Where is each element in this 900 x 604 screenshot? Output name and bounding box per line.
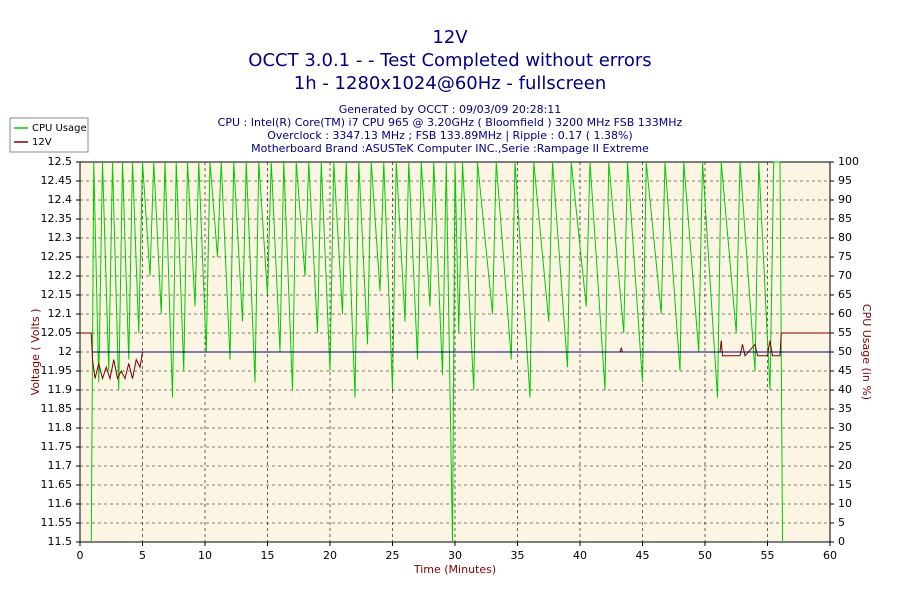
y-tick-label: 12.2 xyxy=(48,269,73,282)
x-tick-label: 15 xyxy=(261,549,275,562)
x-tick-label: 60 xyxy=(823,549,837,562)
y-tick-label: 12.45 xyxy=(41,174,73,187)
y-tick-label: 12.5 xyxy=(48,155,73,168)
x-tick-label: 45 xyxy=(636,549,650,562)
x-tick-label: 30 xyxy=(448,549,462,562)
y-tick-label: 11.6 xyxy=(48,497,73,510)
y-tick-label: 12.05 xyxy=(41,326,73,339)
y2-tick-label: 45 xyxy=(838,364,852,377)
x-tick-label: 55 xyxy=(761,549,775,562)
y2-tick-label: 25 xyxy=(838,440,852,453)
y-tick-label: 11.55 xyxy=(41,516,73,529)
x-tick-label: 20 xyxy=(323,549,337,562)
y2-tick-label: 95 xyxy=(838,174,852,187)
y-tick-label: 12.4 xyxy=(48,193,73,206)
legend-label: CPU Usage xyxy=(32,123,87,134)
y-tick-label: 12 xyxy=(58,345,72,358)
y-tick-label: 12.1 xyxy=(48,307,73,320)
y2-tick-label: 0 xyxy=(838,535,845,548)
y2-tick-label: 60 xyxy=(838,307,852,320)
y2-tick-label: 85 xyxy=(838,212,852,225)
y2-tick-label: 55 xyxy=(838,326,852,339)
x-tick-label: 40 xyxy=(573,549,587,562)
subtitle: CPU : Intel(R) Core(TM) i7 CPU 965 @ 3.2… xyxy=(218,116,683,129)
y-tick-label: 12.25 xyxy=(41,250,73,263)
subtitle: Motherboard Brand :ASUSTeK Computer INC.… xyxy=(251,142,649,155)
x-tick-label: 50 xyxy=(698,549,712,562)
y-tick-label: 11.8 xyxy=(48,421,73,434)
y2-tick-label: 40 xyxy=(838,383,852,396)
subtitle: Generated by OCCT : 09/03/09 20:28:11 xyxy=(339,103,562,116)
y-tick-label: 12.15 xyxy=(41,288,73,301)
y2-tick-label: 30 xyxy=(838,421,852,434)
x-axis-label: Time (Minutes) xyxy=(413,563,496,576)
y2-tick-label: 70 xyxy=(838,269,852,282)
y-tick-label: 11.5 xyxy=(48,535,73,548)
y-tick-label: 11.95 xyxy=(41,364,73,377)
y-tick-label: 11.7 xyxy=(48,459,73,472)
x-tick-label: 35 xyxy=(511,549,525,562)
y-tick-label: 11.75 xyxy=(41,440,73,453)
legend-label: 12V xyxy=(32,137,52,148)
y-axis-label: Voltage ( Volts ) xyxy=(29,309,42,396)
x-tick-label: 5 xyxy=(139,549,146,562)
y2-tick-label: 75 xyxy=(838,250,852,263)
chart-title: 1h - 1280x1024@60Hz - fullscreen xyxy=(294,73,606,94)
y2-axis-label: CPU Usage (in %) xyxy=(860,304,873,400)
y2-tick-label: 50 xyxy=(838,345,852,358)
subtitle: Overclock : 3347.13 MHz ; FSB 133.89MHz … xyxy=(267,129,632,142)
y2-tick-label: 15 xyxy=(838,478,852,491)
y2-tick-label: 100 xyxy=(838,155,859,168)
x-tick-label: 10 xyxy=(198,549,212,562)
y-tick-label: 12.35 xyxy=(41,212,73,225)
y2-tick-label: 5 xyxy=(838,516,845,529)
y2-tick-label: 80 xyxy=(838,231,852,244)
x-tick-label: 0 xyxy=(77,549,84,562)
y-tick-label: 11.9 xyxy=(48,383,73,396)
y2-tick-label: 20 xyxy=(838,459,852,472)
y2-tick-label: 90 xyxy=(838,193,852,206)
x-tick-label: 25 xyxy=(386,549,400,562)
y-tick-label: 11.85 xyxy=(41,402,73,415)
legend xyxy=(9,117,89,153)
y-tick-label: 11.65 xyxy=(41,478,73,491)
chart-title: 12V xyxy=(432,27,468,48)
y2-tick-label: 65 xyxy=(838,288,852,301)
series-line xyxy=(90,161,783,543)
chart-title: OCCT 3.0.1 - - Test Completed without er… xyxy=(248,50,651,71)
y2-tick-label: 35 xyxy=(838,402,852,415)
y2-tick-label: 10 xyxy=(838,497,852,510)
y-tick-label: 12.3 xyxy=(48,231,73,244)
